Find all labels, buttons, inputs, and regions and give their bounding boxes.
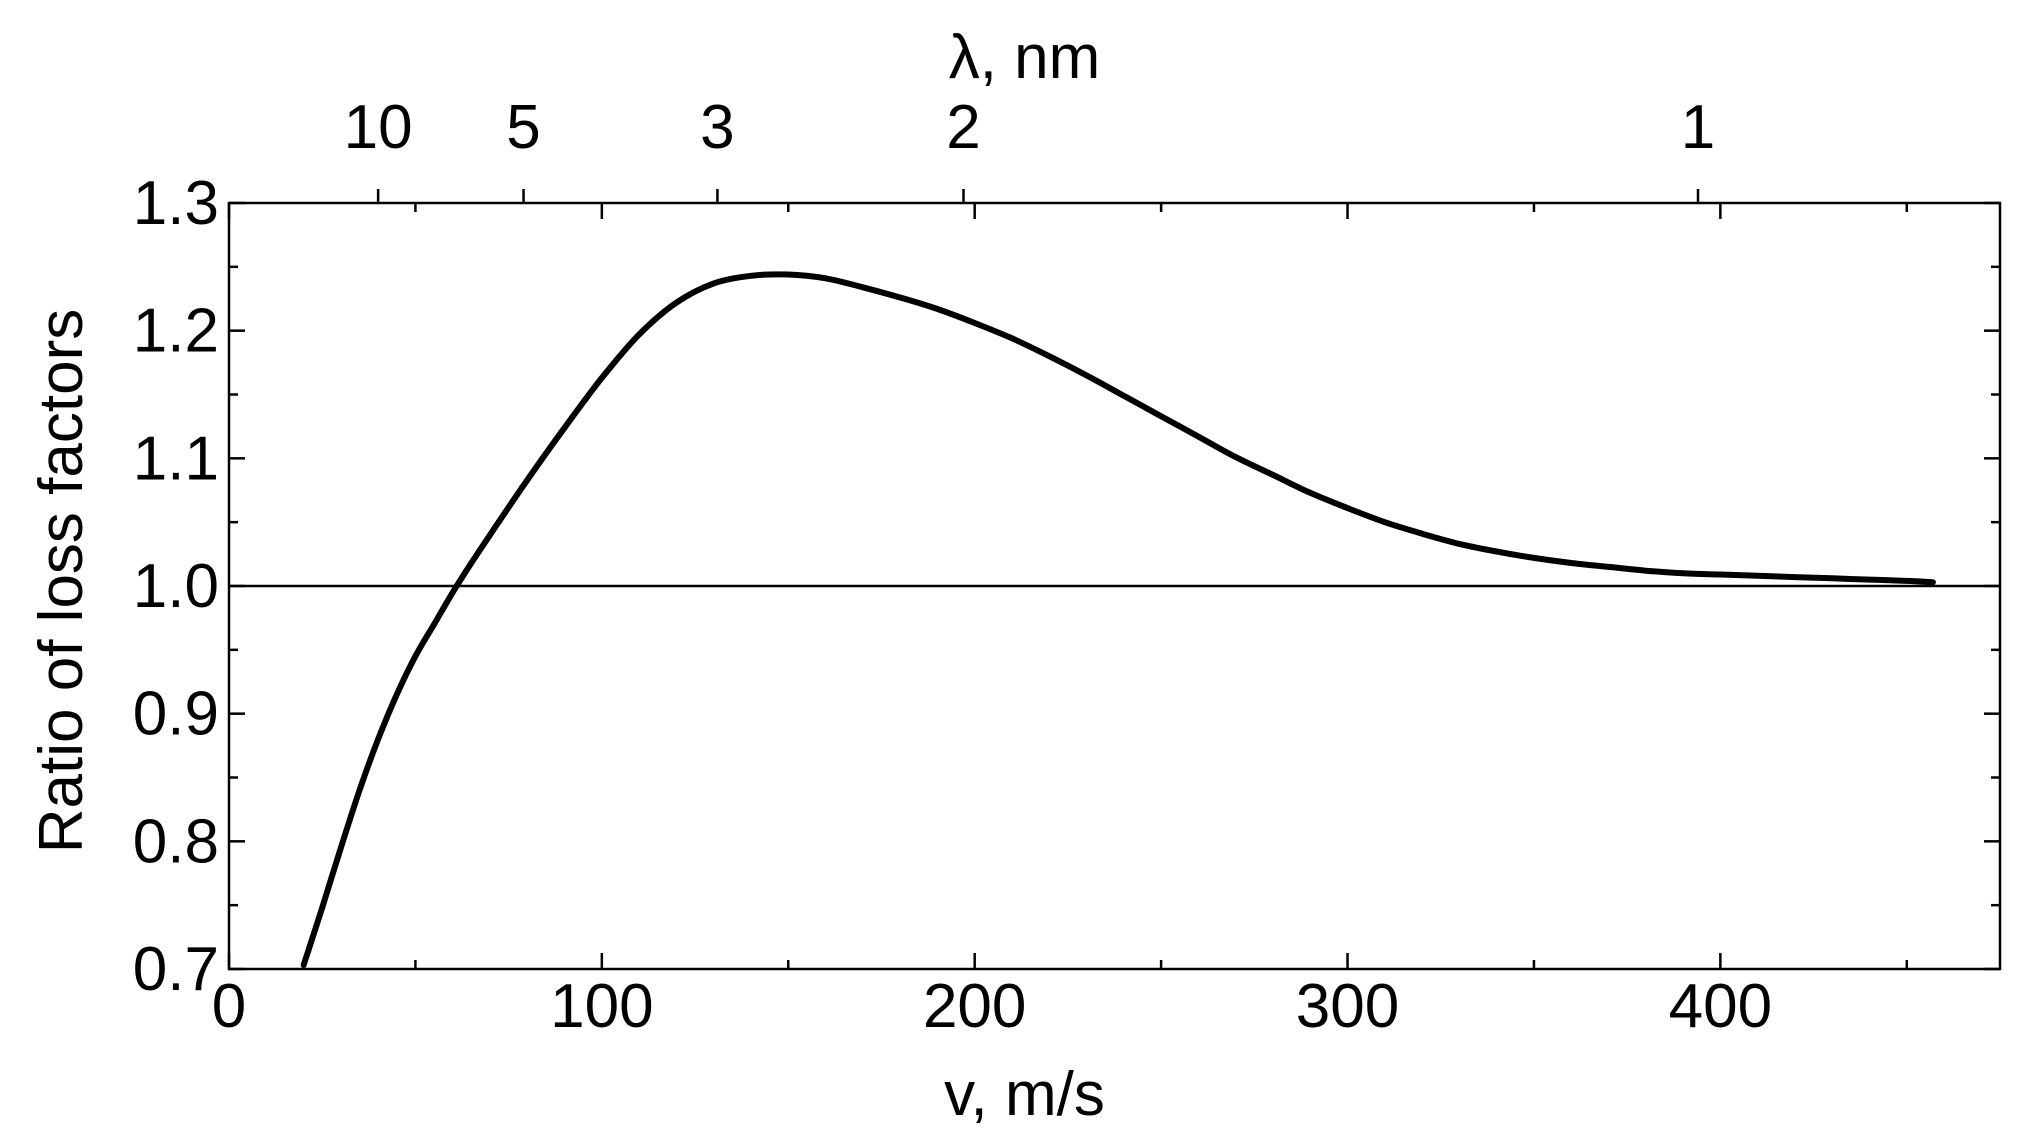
y-tick-label: 0.8 [133, 807, 219, 876]
plot-frame [227, 201, 2002, 971]
top-axis-title: λ, nm [949, 23, 1101, 92]
x-tick-label: 300 [1296, 972, 1399, 1041]
top-axis-tick-label: 1 [1681, 93, 1715, 162]
x-tick-label: 200 [923, 972, 1026, 1041]
y-tick-label: 1.3 [133, 169, 219, 238]
top-axis-tick-label: 2 [946, 93, 980, 162]
tick-labels-layer: 0 100 200 300 400 0.7 0.8 0.9 1.0 1.1 1.2 1.3 10 5 3 2 1 [133, 93, 1772, 1041]
y-tick-label: 1.0 [133, 552, 219, 621]
y-tick-label: 1.2 [133, 297, 219, 366]
y-tick-label: 1.1 [133, 424, 219, 493]
x-tick-label: 0 [212, 972, 246, 1041]
top-axis-tick-label: 10 [344, 93, 413, 162]
x-tick-label: 100 [550, 972, 653, 1041]
x-axis-title: v, m/s [944, 1060, 1105, 1129]
x-tick-label: 400 [1669, 972, 1772, 1041]
series-line [300, 271, 1936, 969]
y-axis-title: Ratio of loss factors [27, 309, 96, 853]
top-axis-tick-label: 5 [506, 93, 540, 162]
top-axis-tick-label: 3 [700, 93, 734, 162]
y-tick-label: 0.9 [133, 680, 219, 749]
y-tick-label: 0.7 [133, 935, 219, 1004]
